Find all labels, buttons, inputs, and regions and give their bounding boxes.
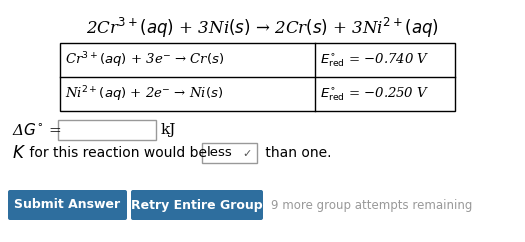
Text: 2Cr$^{3+}$$(aq)$ + 3Ni$(s)$ → 2Cr$(s)$ + 3Ni$^{2+}$$(aq)$: 2Cr$^{3+}$$(aq)$ + 3Ni$(s)$ → 2Cr$(s)$ +… — [86, 16, 438, 40]
Text: ✓: ✓ — [243, 149, 252, 159]
Text: than one.: than one. — [261, 146, 331, 160]
Text: for this reaction would be: for this reaction would be — [25, 146, 207, 160]
Text: $E^{\circ}_{\mathrm{red}}$ = −0.250 V: $E^{\circ}_{\mathrm{red}}$ = −0.250 V — [320, 85, 429, 103]
Text: $K$: $K$ — [12, 144, 26, 161]
Text: 9 more group attempts remaining: 9 more group attempts remaining — [271, 198, 472, 212]
Text: Ni$^{2+}$$(aq)$ + 2e$^{-}$ → Ni$(s)$: Ni$^{2+}$$(aq)$ + 2e$^{-}$ → Ni$(s)$ — [65, 84, 223, 104]
Text: Δ$G^{\circ}$ =: Δ$G^{\circ}$ = — [12, 122, 61, 138]
Text: Submit Answer: Submit Answer — [15, 198, 121, 212]
Text: less: less — [207, 146, 233, 159]
FancyBboxPatch shape — [58, 120, 156, 140]
FancyBboxPatch shape — [131, 190, 263, 220]
Text: Cr$^{3+}$$(aq)$ + 3e$^{-}$ → Cr$(s)$: Cr$^{3+}$$(aq)$ + 3e$^{-}$ → Cr$(s)$ — [65, 50, 224, 70]
FancyBboxPatch shape — [8, 190, 127, 220]
FancyBboxPatch shape — [202, 143, 257, 163]
FancyBboxPatch shape — [60, 43, 455, 111]
Text: kJ: kJ — [161, 123, 176, 137]
Text: $E^{\circ}_{\mathrm{red}}$ = −0.740 V: $E^{\circ}_{\mathrm{red}}$ = −0.740 V — [320, 51, 429, 69]
Text: Retry Entire Group: Retry Entire Group — [131, 198, 263, 212]
